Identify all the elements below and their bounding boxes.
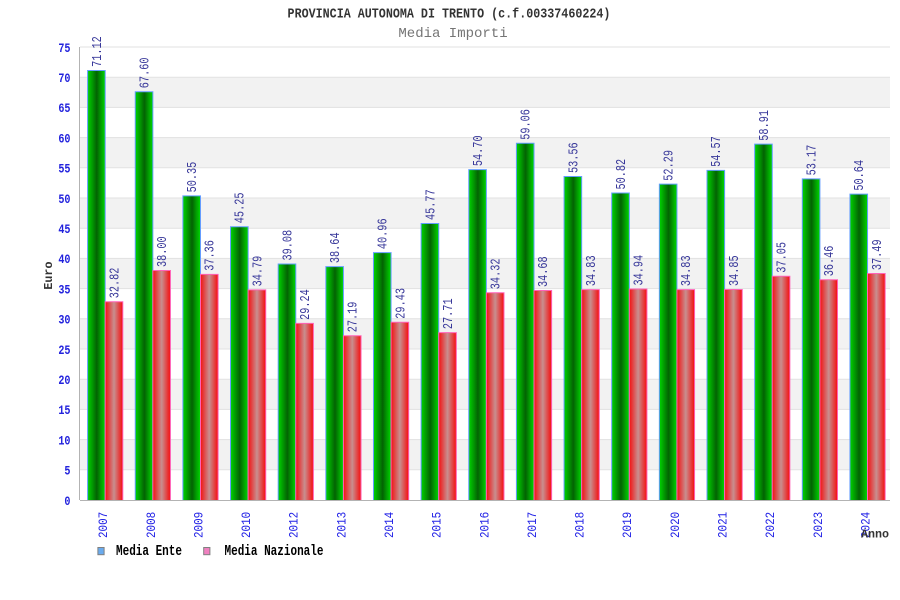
svg-text:59.06: 59.06 xyxy=(518,109,534,140)
svg-text:50.82: 50.82 xyxy=(614,159,630,190)
svg-text:37.05: 37.05 xyxy=(774,242,790,273)
svg-text:2022: 2022 xyxy=(763,512,778,538)
svg-text:50.64: 50.64 xyxy=(852,160,868,191)
svg-text:45: 45 xyxy=(58,223,70,237)
svg-text:70: 70 xyxy=(58,72,70,86)
svg-text:55: 55 xyxy=(58,163,70,177)
svg-text:2017: 2017 xyxy=(525,512,540,538)
svg-text:75: 75 xyxy=(58,42,70,56)
svg-text:34.79: 34.79 xyxy=(250,256,266,287)
svg-text:2010: 2010 xyxy=(239,512,254,538)
svg-text:2012: 2012 xyxy=(287,512,302,538)
svg-text:2016: 2016 xyxy=(477,512,492,538)
svg-text:37.49: 37.49 xyxy=(869,239,885,270)
svg-text:5: 5 xyxy=(64,465,70,479)
svg-text:65: 65 xyxy=(58,102,70,116)
svg-text:29.24: 29.24 xyxy=(298,289,314,320)
svg-text:0: 0 xyxy=(64,495,70,509)
svg-text:38.00: 38.00 xyxy=(155,236,171,267)
svg-text:27.71: 27.71 xyxy=(441,298,457,329)
svg-text:30: 30 xyxy=(58,314,70,328)
svg-text:50: 50 xyxy=(58,193,70,207)
svg-text:67.60: 67.60 xyxy=(137,58,153,89)
svg-text:34.32: 34.32 xyxy=(488,259,504,290)
svg-text:35: 35 xyxy=(58,283,70,297)
svg-text:60: 60 xyxy=(58,132,70,146)
svg-text:2014: 2014 xyxy=(382,512,397,538)
svg-text:2018: 2018 xyxy=(573,512,588,538)
svg-text:34.85: 34.85 xyxy=(726,255,742,286)
svg-text:2013: 2013 xyxy=(334,512,349,538)
svg-text:34.94: 34.94 xyxy=(631,255,647,286)
svg-text:27.19: 27.19 xyxy=(345,302,361,333)
svg-text:10: 10 xyxy=(58,434,70,448)
svg-text:15: 15 xyxy=(58,404,70,418)
svg-text:2019: 2019 xyxy=(620,512,635,538)
svg-text:2009: 2009 xyxy=(191,512,206,538)
svg-text:54.70: 54.70 xyxy=(471,135,487,166)
svg-text:39.08: 39.08 xyxy=(280,230,296,261)
svg-text:Media Ente: Media Ente xyxy=(116,543,182,560)
svg-text:PROVINCIA AUTONOMA DI TRENTO (: PROVINCIA AUTONOMA DI TRENTO (c.f.003374… xyxy=(288,5,611,21)
svg-text:45.77: 45.77 xyxy=(423,189,439,220)
svg-text:2024: 2024 xyxy=(859,512,874,538)
svg-text:40.96: 40.96 xyxy=(375,218,391,249)
svg-text:53.56: 53.56 xyxy=(566,142,582,173)
svg-text:37.36: 37.36 xyxy=(202,240,218,271)
svg-text:2021: 2021 xyxy=(716,512,731,538)
svg-text:34.68: 34.68 xyxy=(536,256,552,287)
svg-text:29.43: 29.43 xyxy=(393,288,409,319)
svg-text:53.17: 53.17 xyxy=(804,145,820,176)
svg-text:36.46: 36.46 xyxy=(822,246,838,277)
svg-text:Media Importi: Media Importi xyxy=(398,26,507,42)
svg-text:2020: 2020 xyxy=(668,512,683,538)
svg-text:2023: 2023 xyxy=(811,512,826,538)
svg-text:2015: 2015 xyxy=(430,512,445,538)
svg-text:Media Nazionale: Media Nazionale xyxy=(225,543,324,560)
svg-text:52.29: 52.29 xyxy=(661,150,677,181)
svg-text:2008: 2008 xyxy=(144,512,159,538)
svg-text:71.12: 71.12 xyxy=(89,36,105,67)
svg-text:25: 25 xyxy=(58,344,70,358)
svg-text:38.64: 38.64 xyxy=(328,232,344,263)
svg-text:58.91: 58.91 xyxy=(757,110,773,141)
svg-text:32.82: 32.82 xyxy=(107,268,123,299)
svg-text:20: 20 xyxy=(58,374,70,388)
svg-text:40: 40 xyxy=(58,253,70,267)
svg-text:45.25: 45.25 xyxy=(232,193,248,224)
svg-text:34.83: 34.83 xyxy=(679,255,695,286)
svg-text:54.57: 54.57 xyxy=(709,136,725,167)
svg-text:Euro: Euro xyxy=(42,262,56,290)
svg-text:50.35: 50.35 xyxy=(185,162,201,193)
svg-text:34.83: 34.83 xyxy=(584,255,600,286)
svg-text:2007: 2007 xyxy=(96,512,111,538)
svg-text:Anno: Anno xyxy=(861,528,889,542)
